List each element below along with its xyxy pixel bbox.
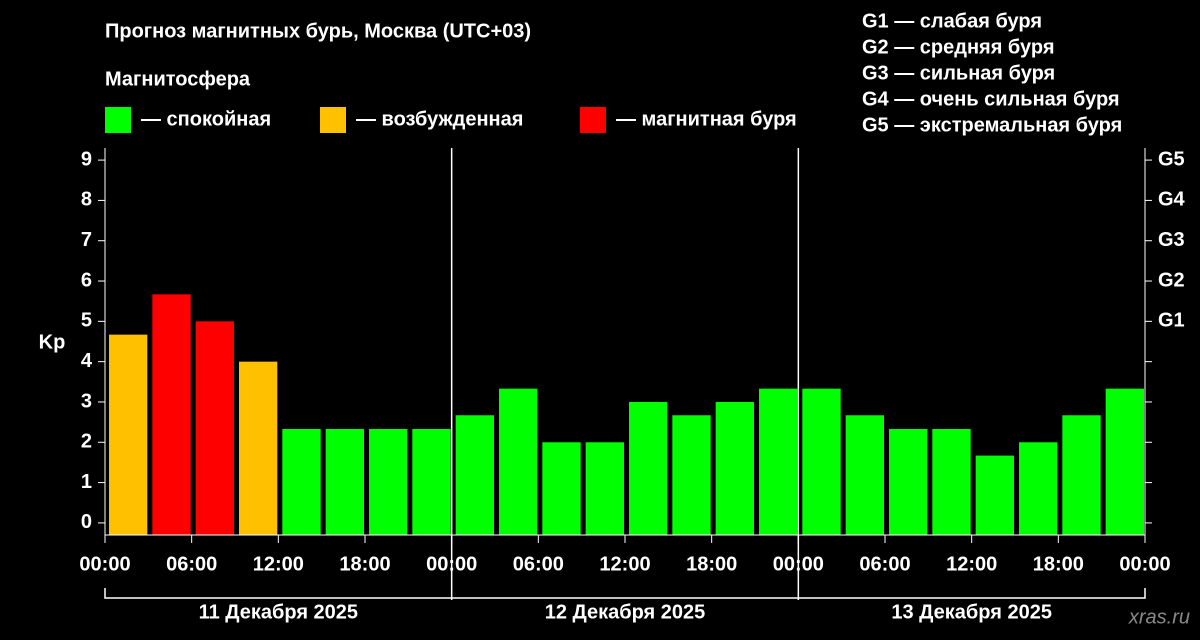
legend-label: — спокойная bbox=[141, 108, 271, 130]
x-tick-label: 00:00 bbox=[773, 553, 824, 575]
y-tick-label: 3 bbox=[81, 390, 92, 412]
x-tick-label: 12:00 bbox=[946, 553, 997, 575]
bar bbox=[412, 428, 451, 535]
bar bbox=[369, 428, 408, 535]
y-tick-label: 7 bbox=[81, 229, 92, 251]
legend-swatch bbox=[580, 107, 606, 133]
y-tick-label: 4 bbox=[81, 350, 93, 372]
bar bbox=[629, 401, 668, 535]
x-tick-label: 06:00 bbox=[166, 553, 217, 575]
y-tick-label: 0 bbox=[81, 511, 92, 533]
y-tick-label: 2 bbox=[81, 431, 92, 453]
bar bbox=[195, 321, 234, 535]
legend-swatch bbox=[320, 107, 346, 133]
day-bracket bbox=[104, 588, 1146, 599]
bar bbox=[325, 428, 364, 535]
legend-label: — магнитная буря bbox=[616, 108, 797, 130]
bar bbox=[975, 455, 1014, 535]
legend-swatch bbox=[105, 107, 131, 133]
x-tick-label: 18:00 bbox=[686, 553, 737, 575]
y-tick-label: 6 bbox=[81, 269, 92, 291]
bar bbox=[802, 388, 841, 535]
legend-title: Магнитосфера bbox=[105, 68, 251, 90]
x-tick-label: 06:00 bbox=[513, 553, 564, 575]
bar bbox=[455, 415, 494, 535]
y2-tick-label: G3 bbox=[1158, 229, 1185, 251]
bar bbox=[542, 442, 581, 535]
y2-tick-label: G2 bbox=[1158, 269, 1185, 291]
day-label: 11 Декабря 2025 bbox=[199, 601, 358, 623]
y2-tick-label: G4 bbox=[1158, 189, 1186, 211]
x-tick-label: 00:00 bbox=[1119, 553, 1170, 575]
legend-label: — возбужденная bbox=[356, 108, 523, 130]
x-tick-label: 06:00 bbox=[859, 553, 910, 575]
storm-scale-item: G1 — слабая буря bbox=[862, 10, 1042, 32]
day-label: 13 Декабря 2025 bbox=[891, 601, 1052, 623]
day-label: 12 Декабря 2025 bbox=[545, 601, 706, 623]
bar bbox=[672, 415, 711, 535]
bar bbox=[499, 388, 538, 535]
x-tick-label: 00:00 bbox=[426, 553, 477, 575]
bar bbox=[1019, 442, 1058, 535]
bar bbox=[845, 415, 884, 535]
bar bbox=[1062, 415, 1101, 535]
x-tick-label: 00:00 bbox=[79, 553, 130, 575]
watermark: xras.ru bbox=[1128, 606, 1190, 628]
y-tick-label: 9 bbox=[81, 148, 92, 170]
y-tick-label: 1 bbox=[81, 471, 92, 493]
y-axis-label: Kp bbox=[39, 331, 66, 353]
storm-scale-item: G2 — средняя буря bbox=[862, 36, 1055, 58]
x-tick-label: 12:00 bbox=[253, 553, 304, 575]
bar bbox=[889, 428, 928, 535]
y-tick-label: 5 bbox=[81, 310, 92, 332]
y-tick-label: 8 bbox=[81, 189, 92, 211]
bar bbox=[1105, 388, 1144, 535]
chart-title: Прогноз магнитных бурь, Москва (UTC+03) bbox=[105, 20, 531, 42]
bar bbox=[759, 388, 798, 535]
bar bbox=[715, 401, 754, 535]
y2-tick-label: G1 bbox=[1158, 310, 1185, 332]
x-tick-label: 12:00 bbox=[599, 553, 650, 575]
bar bbox=[239, 361, 278, 535]
bar bbox=[282, 428, 321, 535]
bar bbox=[585, 442, 624, 535]
storm-scale-item: G3 — сильная буря bbox=[862, 62, 1055, 84]
bar bbox=[932, 428, 971, 535]
x-tick-label: 18:00 bbox=[1033, 553, 1084, 575]
y2-tick-label: G5 bbox=[1158, 148, 1185, 170]
storm-scale-item: G5 — экстремальная буря bbox=[862, 114, 1122, 136]
bar bbox=[109, 334, 148, 535]
bar bbox=[152, 294, 191, 535]
x-tick-label: 18:00 bbox=[339, 553, 390, 575]
storm-scale-item: G4 — очень сильная буря bbox=[862, 88, 1120, 110]
